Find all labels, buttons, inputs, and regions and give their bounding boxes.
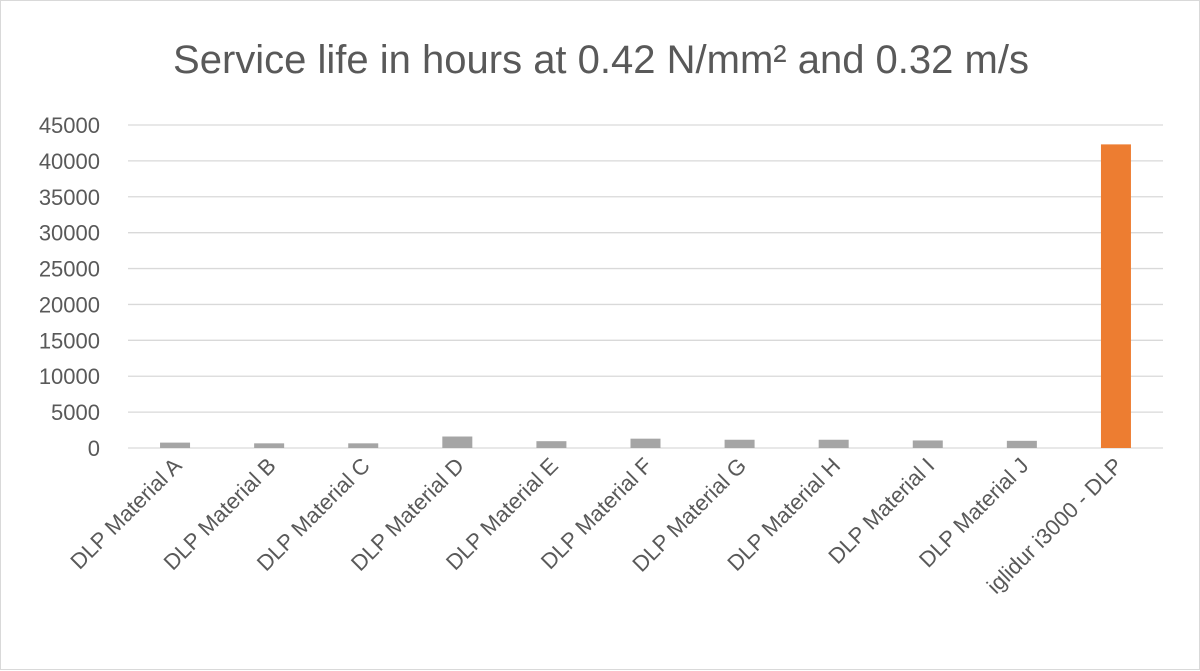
y-tick-label: 30000	[39, 221, 100, 246]
y-tick-label: 40000	[39, 149, 100, 174]
bar-dlp-material-b	[254, 443, 285, 448]
y-tick-label: 45000	[39, 113, 100, 138]
y-tick-label: 35000	[39, 185, 100, 210]
y-tick-label: 0	[88, 436, 100, 461]
bar-dlp-material-d	[442, 436, 473, 448]
chart-title: Service life in hours at 0.42 N/mm² and …	[173, 38, 1029, 82]
bar-iglidur-i3000-dlp	[1100, 144, 1131, 448]
y-tick-label: 5000	[51, 400, 100, 425]
bar-dlp-material-i	[912, 440, 943, 448]
y-axis-tick-labels: 0 5000 10000 15000 20000 25000 30000 35000 40000…	[39, 113, 100, 461]
bar-dlp-material-c	[348, 443, 379, 448]
y-tick-label: 20000	[39, 292, 100, 317]
bar-dlp-material-g	[724, 439, 755, 448]
y-tick-label: 15000	[39, 328, 100, 353]
y-tick-label: 10000	[39, 364, 100, 389]
bar-dlp-material-j	[1006, 440, 1037, 448]
bar-dlp-material-e	[536, 441, 567, 448]
gridlines	[128, 124, 1163, 449]
bar-dlp-material-h	[818, 439, 849, 448]
bar-dlp-material-f	[630, 438, 661, 448]
bar-dlp-material-a	[160, 442, 191, 448]
y-tick-label: 25000	[39, 257, 100, 282]
bars	[160, 144, 1131, 448]
